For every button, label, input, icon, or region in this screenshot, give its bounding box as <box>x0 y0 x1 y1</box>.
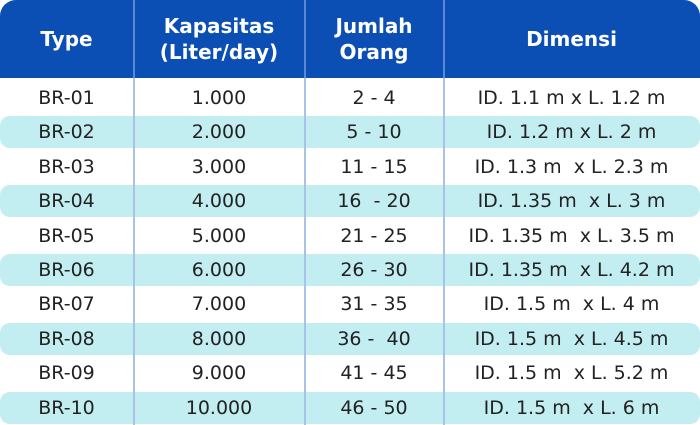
table-cell: 4.000 <box>191 190 247 213</box>
table-cell: BR-05 <box>38 224 95 247</box>
table-cell: ID. 1.35 m x L. 3.5 m <box>468 224 675 247</box>
table-cell: 9.000 <box>191 362 247 385</box>
header-cell: Type <box>40 27 93 51</box>
table-cell: 6.000 <box>191 259 247 281</box>
table-cell: 41 - 45 <box>340 362 408 385</box>
column-divider <box>304 0 306 425</box>
table-cell: ID. 1.5 m x L. 4 m <box>483 293 660 316</box>
table-cell: 3.000 <box>191 155 247 178</box>
table-cell: ID. 1.1 m x L. 1.2 m <box>477 87 666 109</box>
header-divider <box>443 0 445 78</box>
table-cell: 26 - 30 <box>340 259 408 281</box>
table-cell: ID. 1.5 m x L. 6 m <box>483 396 660 419</box>
header-cell: Kapasitas (Liter/day) <box>159 14 279 64</box>
table-cell: ID. 1.35 m x L. 3 m <box>477 190 666 213</box>
table-cell: 21 - 25 <box>340 224 408 247</box>
table-cell: 2.000 <box>191 121 247 144</box>
table-cell: 16 - 20 <box>337 190 411 213</box>
table-row: BR-05 5.000 21 - 25 ID. 1.35 m x L. 3.5 m <box>0 220 700 252</box>
table-cell: 2 - 4 <box>352 87 396 109</box>
header-bar <box>0 0 700 78</box>
table-cell: BR-04 <box>38 190 95 213</box>
table-cell: 11 - 15 <box>340 155 408 178</box>
table-cell: 46 - 50 <box>340 396 408 419</box>
table-row: BR-04 4.000 16 - 20 ID. 1.35 m x L. 3 m <box>0 185 700 218</box>
table-cell: 31 - 35 <box>340 293 408 316</box>
table-cell: 36 - 40 <box>337 327 411 350</box>
column-divider <box>133 0 135 425</box>
table-cell: 8.000 <box>191 327 247 350</box>
table-cell: BR-07 <box>38 293 95 316</box>
table-row: BR-08 8.000 36 - 40 ID. 1.5 m x L. 4.5 m <box>0 322 700 355</box>
table-cell: BR-10 <box>38 396 95 419</box>
table-cell: ID. 1.5 m x L. 4.5 m <box>474 327 669 350</box>
table-row: BR-06 6.000 26 - 30 ID. 1.35 m x L. 4.2 m <box>0 254 700 286</box>
table-cell: 1.000 <box>191 87 247 109</box>
table-cell: BR-03 <box>38 155 95 178</box>
header-divider <box>304 0 306 78</box>
table-cell: BR-08 <box>38 327 95 350</box>
table-cell: 7.000 <box>191 293 247 316</box>
table-row: BR-03 3.000 11 - 15 ID. 1.3 m x L. 2.3 m <box>0 151 700 183</box>
table-cell: BR-06 <box>38 259 95 281</box>
table-cell: 5 - 10 <box>346 121 402 144</box>
table-cell: 10.000 <box>185 396 253 419</box>
table-row: BR-07 7.000 31 - 35 ID. 1.5 m x L. 4 m <box>0 288 700 320</box>
header-cell: Dimensi <box>526 27 617 51</box>
table-cell: ID. 1.3 m x L. 2.3 m <box>474 155 669 178</box>
header-divider <box>133 0 135 78</box>
table-cell: BR-02 <box>38 121 95 144</box>
column-divider <box>443 0 445 425</box>
table-row: BR-10 10.000 46 - 50 ID. 1.5 m x L. 6 m <box>0 391 700 424</box>
table-row: BR-02 2.000 5 - 10 ID. 1.2 m x L. 2 m <box>0 116 700 149</box>
table-row: BR-09 9.000 41 - 45 ID. 1.5 m x L. 5.2 m <box>0 357 700 389</box>
table-row: BR-01 1.000 2 - 4 ID. 1.1 m x L. 1.2 m <box>0 82 700 114</box>
table-cell: ID. 1.35 m x L. 4.2 m <box>468 259 675 281</box>
table-cell: BR-01 <box>38 87 95 109</box>
table-cell: 5.000 <box>191 224 247 247</box>
table-cell: ID. 1.5 m x L. 5.2 m <box>474 362 669 385</box>
header-cell: Jumlah Orang <box>335 14 413 64</box>
table-cell: BR-09 <box>38 362 95 385</box>
table-cell: ID. 1.2 m x L. 2 m <box>486 121 657 144</box>
